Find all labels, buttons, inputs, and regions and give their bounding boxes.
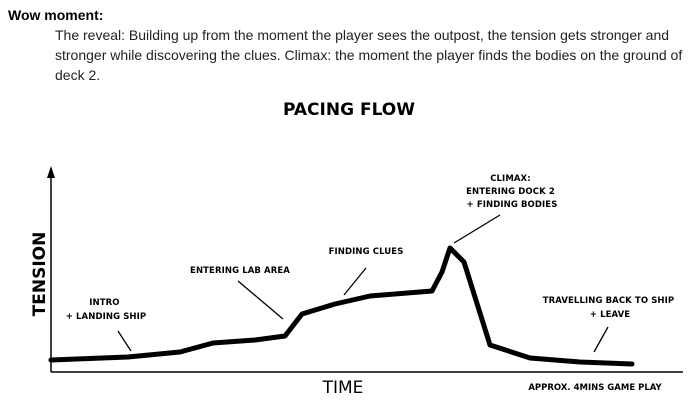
x-axis-label: TIME [322,378,364,398]
y-axis-label: TENSION [30,232,50,317]
y-axis-arrow-icon [47,166,55,178]
annotation-travelling-back-line-1: TRAVELLING BACK TO SHIP [543,296,675,306]
pointer-intro [117,330,132,352]
doc-heading: Wow moment: [8,7,104,23]
annotation-climax-line-1: CLIMAX: [490,174,531,184]
annotation-finding-clues: FINDING CLUES [329,247,404,257]
annotation-climax-line-2: ENTERING DOCK 2 [466,187,555,197]
chart-title: PACING FLOW [283,100,415,120]
annotation-intro-line-1: INTRO [89,298,119,308]
pointer-finding-clues [343,267,367,296]
annotation-finding-clues-line-1: FINDING CLUES [329,247,404,257]
pointer-lab-area [237,280,284,320]
tension-curve [48,245,635,367]
annotation-climax: CLIMAX: ENTERING DOCK 2 + FINDING BODIES [466,174,558,210]
annotation-travelling-back-line-2: + LEAVE [590,310,630,320]
pointer-climax [453,214,501,244]
annotation-intro-line-2: + LANDING SHIP [66,312,147,322]
annotation-intro: INTRO + LANDING SHIP [66,298,147,322]
pointer-travelling-back [593,326,609,353]
annotation-lab-area-line-1: ENTERING LAB AREA [190,266,290,276]
chart-axes [47,166,683,373]
annotation-pointers [117,214,609,353]
annotation-travelling-back: TRAVELLING BACK TO SHIP + LEAVE [543,296,678,320]
chart-footnote: APPROX. 4MINS GAME PLAY [528,383,662,393]
doc-paragraph: The reveal: Building up from the moment … [55,27,683,83]
annotation-lab-area: ENTERING LAB AREA [190,266,290,276]
annotation-climax-line-3: + FINDING BODIES [467,200,558,210]
